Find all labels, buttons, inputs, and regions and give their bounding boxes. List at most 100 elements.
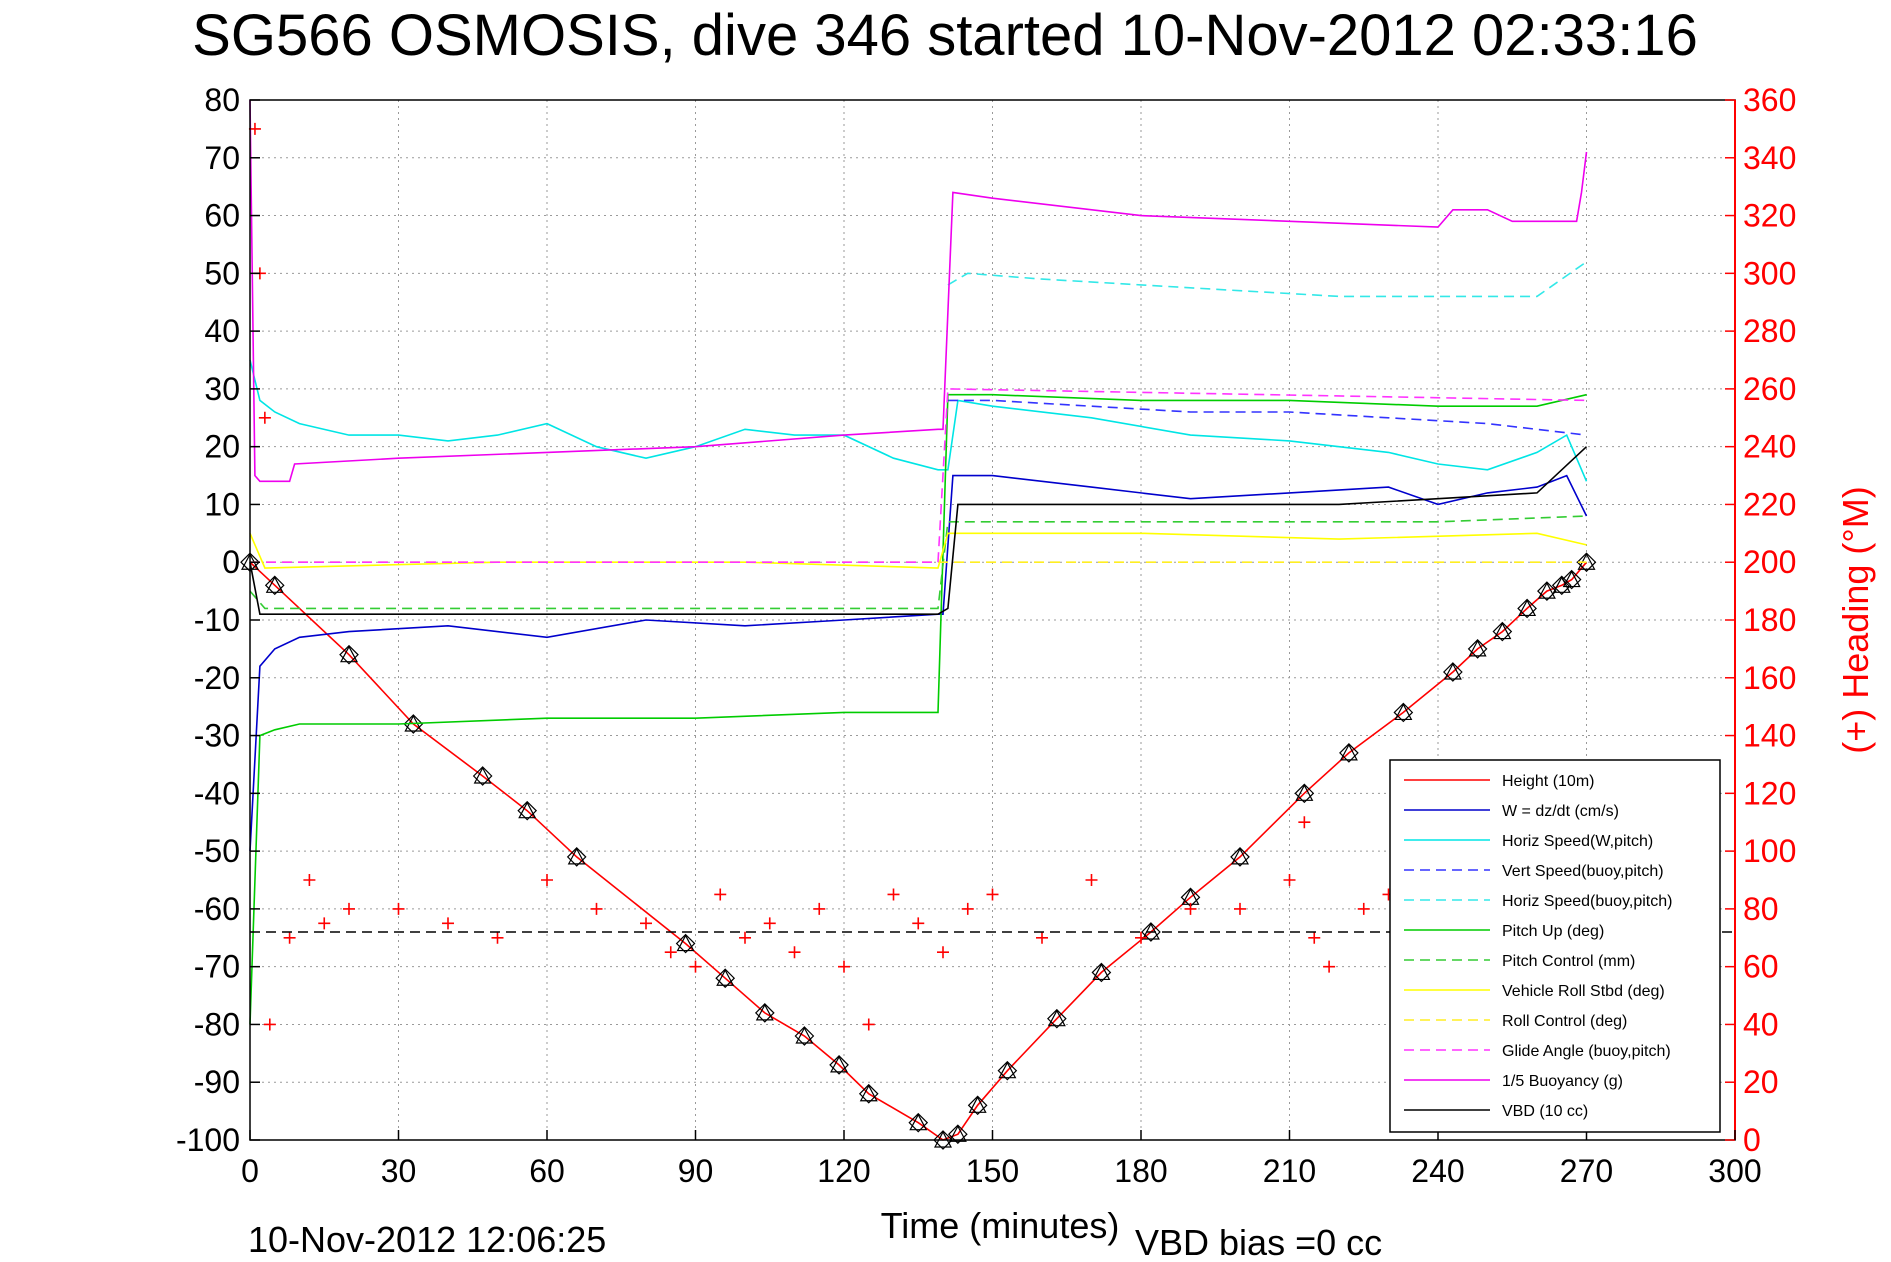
height-triangle-marker <box>1493 622 1512 640</box>
x-tick-label: 30 <box>381 1153 417 1189</box>
heading-point <box>1283 874 1296 886</box>
series-vert_buoy <box>947 399 1587 436</box>
height-triangle-marker <box>859 1084 878 1102</box>
y-left-tick-label: 40 <box>204 313 240 349</box>
footer-timestamp: 10-Nov-2012 12:06:25 <box>248 1219 606 1260</box>
height-triangle-marker <box>755 1003 774 1021</box>
x-tick-label: 90 <box>678 1153 714 1189</box>
heading-point <box>689 960 702 973</box>
legend-label-glide: Glide Angle (buoy,pitch) <box>1502 1043 1671 1060</box>
y-right-tick-label: 60 <box>1743 949 1779 985</box>
heading-point <box>248 122 261 135</box>
series-w <box>249 474 1588 852</box>
heading-point <box>318 917 331 930</box>
legend: Height (10m) W = dz/dt (cm/s) Horiz Speed(… <box>1389 759 1721 1133</box>
height-triangle-marker <box>1295 784 1314 801</box>
height-diamond-marker <box>1443 662 1463 682</box>
height-triangle-marker <box>1231 847 1249 865</box>
legend-label-height: Height (10m) <box>1502 773 1594 790</box>
y-right-tick-label: 300 <box>1743 255 1796 291</box>
heading-point <box>664 946 677 959</box>
height-diamond-marker <box>1047 1008 1067 1029</box>
legend-label-roll: Vehicle Roll Stbd (deg) <box>1502 983 1665 1000</box>
y-left-tick-label: -50 <box>194 833 240 869</box>
y-axis-left-ticks: 80 70 60 50 40 30 20 10 0 -10 -20 -30 -40 -50 -60 -70 -8… <box>176 82 260 1158</box>
height-triangle-marker <box>716 968 735 986</box>
heading-point <box>1308 931 1321 944</box>
heading-point <box>1135 931 1147 944</box>
footer-vbd-bias: VBD bias =0 cc <box>1135 1222 1382 1262</box>
series-pitch_ctrl <box>249 515 1587 610</box>
series-horiz_buoy <box>947 261 1587 298</box>
series-horiz_w <box>249 359 1588 482</box>
height-triangle-marker <box>968 1096 987 1113</box>
series-glide <box>250 388 1587 563</box>
height-triangle-marker <box>1562 570 1581 588</box>
height-diamond-marker <box>715 968 736 989</box>
y-right-tick-label: 200 <box>1743 544 1796 580</box>
height-triangle-marker <box>1537 581 1556 599</box>
height-triangle-marker <box>948 1124 967 1142</box>
y-left-tick-label: -100 <box>176 1122 240 1158</box>
series-layer <box>240 99 1735 1150</box>
y-right-tick-label: 240 <box>1743 429 1796 465</box>
height-triangle-marker <box>1394 703 1413 721</box>
height-diamond-marker <box>1561 569 1582 590</box>
legend-label-roll_ctrl: Roll Control (deg) <box>1502 1013 1627 1030</box>
heading-point <box>862 1018 875 1031</box>
chart-title: SG566 OSMOSIS, dive 346 started 10-Nov-2… <box>192 3 1698 68</box>
y-left-tick-label: 20 <box>204 429 240 465</box>
heading-point <box>937 946 949 959</box>
y-right-tick-label: 40 <box>1743 1006 1779 1042</box>
heading-point <box>541 874 553 886</box>
y-right-tick-label: 160 <box>1743 660 1796 696</box>
x-tick-label: 240 <box>1411 1153 1464 1189</box>
x-tick-label: 300 <box>1708 1153 1761 1189</box>
height-diamond-marker <box>794 1026 815 1046</box>
y-right-tick-label: 260 <box>1743 371 1796 407</box>
x-axis-ticks: 0 30 60 90 120 150 180 210 240 270 300 <box>241 1130 1762 1189</box>
heading-point <box>912 917 925 930</box>
height-diamond-marker <box>967 1095 988 1116</box>
height-triangle-marker <box>1518 599 1537 617</box>
legend-label-w: W = dz/dt (cm/s) <box>1502 803 1619 820</box>
y-right-tick-label: 0 <box>1743 1122 1761 1158</box>
heading-point <box>788 946 801 959</box>
y-right-tick-label: 360 <box>1743 82 1796 118</box>
x-tick-label: 0 <box>241 1153 259 1189</box>
heading-point <box>392 902 405 915</box>
height-diamond-marker <box>403 714 424 734</box>
x-axis-label: Time (minutes) <box>881 1205 1120 1246</box>
height-diamond-marker <box>675 933 696 954</box>
height-diamond-marker <box>1141 922 1161 942</box>
y-left-tick-label: -40 <box>194 775 240 811</box>
heading-point <box>887 888 900 901</box>
height-triangle-marker <box>1092 963 1111 981</box>
y-left-tick-label: -10 <box>194 602 240 638</box>
heading-point <box>640 917 652 930</box>
heading-point <box>263 1018 276 1031</box>
height-triangle-marker <box>830 1055 849 1073</box>
heading-point <box>491 931 504 944</box>
y-left-tick-label: 30 <box>204 371 240 407</box>
series-heading <box>248 122 1405 1031</box>
height-triangle-marker <box>676 934 695 952</box>
series-height <box>249 561 1588 1141</box>
heading-point <box>838 960 850 973</box>
heading-point <box>813 902 826 915</box>
height-triangle-marker <box>473 766 492 784</box>
height-triangle-marker <box>567 847 586 865</box>
series-roll <box>249 532 1587 569</box>
y-left-tick-label: -30 <box>194 718 240 754</box>
height-diamond-marker <box>1517 598 1537 619</box>
height-diamond-marker <box>1551 575 1572 596</box>
height-diamond-marker <box>829 1055 849 1075</box>
heading-point <box>1234 902 1246 915</box>
y-left-tick-label: -90 <box>194 1064 240 1100</box>
height-diamond-marker <box>264 575 285 596</box>
height-diamond-marker <box>1537 581 1557 601</box>
y-right-tick-label: 140 <box>1743 718 1796 754</box>
y-left-tick-label: 0 <box>222 544 240 580</box>
y-right-tick-label: 180 <box>1743 602 1796 638</box>
height-diamond-marker <box>1294 783 1315 804</box>
